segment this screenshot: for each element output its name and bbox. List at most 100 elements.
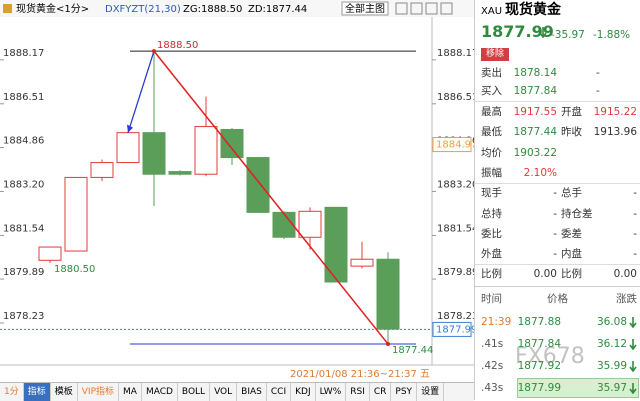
quote-cell: 持仓差 xyxy=(561,208,593,220)
dropdown-label[interactable]: 全部主图 xyxy=(345,2,385,15)
y-tick-label: 1886.51 xyxy=(437,92,474,103)
quote-cell: 1877.44 xyxy=(513,126,557,138)
code: XAU xyxy=(481,6,503,17)
quote-cell: 1903.22 xyxy=(513,147,557,159)
handle xyxy=(386,341,390,346)
trade-price: 1877.84 xyxy=(517,338,561,350)
trade-price: 1877.99 xyxy=(517,382,561,394)
toolbar-tab[interactable]: VOL xyxy=(210,383,238,401)
trend-line xyxy=(153,50,389,345)
toolbar-tab[interactable]: PSY xyxy=(391,383,418,401)
quote-panel: XAU 现货黄金 1877.99 -35.97 -1.88% 移除 卖出 1878.14- 买入… xyxy=(474,0,640,400)
candle-body xyxy=(220,128,244,159)
quote-cell: 1917.55 xyxy=(513,106,557,118)
icon-button[interactable] xyxy=(410,2,423,15)
first-low-label: 1880.50 xyxy=(54,264,95,275)
toolbar-tab[interactable]: 指标 xyxy=(23,383,51,401)
toolbar-tab[interactable]: LW% xyxy=(316,383,347,401)
quote-cell: 委差 xyxy=(561,228,582,240)
y-tick-label: 1888.17 xyxy=(437,48,474,59)
down-arrow xyxy=(629,361,637,372)
y-tick-label: 1879.89 xyxy=(437,267,474,278)
trade-change: 35.97 xyxy=(596,382,627,394)
quote-cell: 开盘 xyxy=(561,106,582,118)
trade-header: 时间 xyxy=(481,293,502,305)
toolbar-tab[interactable]: 模板 xyxy=(51,383,78,401)
quote-cell: 比例 xyxy=(481,268,502,280)
remove-button[interactable]: 移除 xyxy=(481,48,510,61)
toolbar-tab[interactable]: CR xyxy=(370,383,392,401)
handle xyxy=(152,49,156,54)
candle-body xyxy=(376,258,400,330)
candle-body xyxy=(246,157,270,213)
toolbar-tab[interactable]: MA xyxy=(119,383,142,401)
toolbar-tab[interactable]: 设置 xyxy=(417,383,445,401)
toolbar-tab[interactable]: MACD xyxy=(142,383,178,401)
arrow-head xyxy=(127,124,133,133)
toolbar-tab[interactable]: CCI xyxy=(267,383,292,401)
toolbar-tab[interactable]: RSI xyxy=(346,383,370,401)
candle-body xyxy=(90,162,114,178)
toolbar-tab[interactable]: BOLL xyxy=(178,383,211,401)
y-tick-label: 1879.89 xyxy=(3,267,44,278)
quote-cell: 总手 xyxy=(561,187,582,199)
symbol: 现货黄金<1分> xyxy=(16,2,89,15)
down-arrow xyxy=(539,27,547,38)
trade-time: 21:39 xyxy=(481,316,512,328)
quote-cell: 买入 xyxy=(481,85,502,97)
trade-change: 36.12 xyxy=(596,338,627,350)
candle-body xyxy=(272,211,296,238)
price-marker xyxy=(432,321,472,337)
toolbar-tab[interactable]: 1分 xyxy=(0,383,24,401)
trade-change: 35.99 xyxy=(596,360,627,372)
toolbar-tab[interactable]: VIP指标 xyxy=(78,383,120,401)
y-tick-label: 1886.51 xyxy=(3,92,44,103)
price-marker-label: 1884.97 xyxy=(436,140,474,151)
arrow xyxy=(127,50,155,133)
quote-cell: 1877.84 xyxy=(513,85,557,97)
candle-body xyxy=(194,126,218,175)
trade-time: .43s xyxy=(481,382,504,394)
y-tick-label: 1881.54 xyxy=(3,223,44,234)
y-tick-label: 1888.17 xyxy=(3,48,44,59)
y-tick-label: 1884.86 xyxy=(3,135,44,146)
quote-cell: 1878.14 xyxy=(513,67,557,79)
dropdown[interactable] xyxy=(341,1,389,16)
toolbar-tab[interactable]: KDJ xyxy=(291,383,316,401)
divider xyxy=(475,286,640,287)
candle-body xyxy=(64,176,88,252)
indicator: DXFYZT(21,30) xyxy=(105,4,181,15)
divider xyxy=(475,101,640,102)
chart: 现货黄金<1分> DXFYZT(21,30) ZG:1888.50 ZD:187… xyxy=(0,0,474,380)
icon-button[interactable] xyxy=(425,2,438,15)
price: 1877.99 xyxy=(481,22,554,41)
quote-cell: - xyxy=(633,228,637,240)
zg: ZG:1888.50 xyxy=(183,4,242,15)
time-label: 2021/01/08 21:36~21:37 五 xyxy=(290,369,430,380)
icon-button[interactable] xyxy=(395,2,408,15)
quote-cell: 均价 xyxy=(481,147,502,159)
trade-header: 价格 xyxy=(547,293,568,305)
candle-body xyxy=(116,132,140,164)
down-arrow xyxy=(629,317,637,328)
name: 现货黄金 xyxy=(505,2,561,18)
quote-cell: - xyxy=(596,67,600,79)
y-tick-label: 1883.20 xyxy=(437,179,474,190)
quote-cell: 振幅 xyxy=(481,167,502,179)
icon-button[interactable] xyxy=(440,2,453,15)
quote-cell: - xyxy=(633,187,637,199)
quote-cell: - xyxy=(553,187,557,199)
price-marker xyxy=(432,137,472,153)
quote-cell: 现手 xyxy=(481,187,502,199)
trade-change: 36.08 xyxy=(596,316,627,328)
trade-price: 1877.88 xyxy=(517,316,561,328)
trade-header: 涨跌 xyxy=(616,293,637,305)
trade-price: 1877.92 xyxy=(517,360,561,372)
quote-cell: - xyxy=(633,248,637,260)
toolbar-tab[interactable]: BIAS xyxy=(237,383,267,401)
low-label: 1877.44 xyxy=(392,345,433,356)
candle-body xyxy=(350,258,374,267)
quote-cell: 2.10% xyxy=(523,167,557,179)
quote-cell: 1915.22 xyxy=(593,106,637,118)
